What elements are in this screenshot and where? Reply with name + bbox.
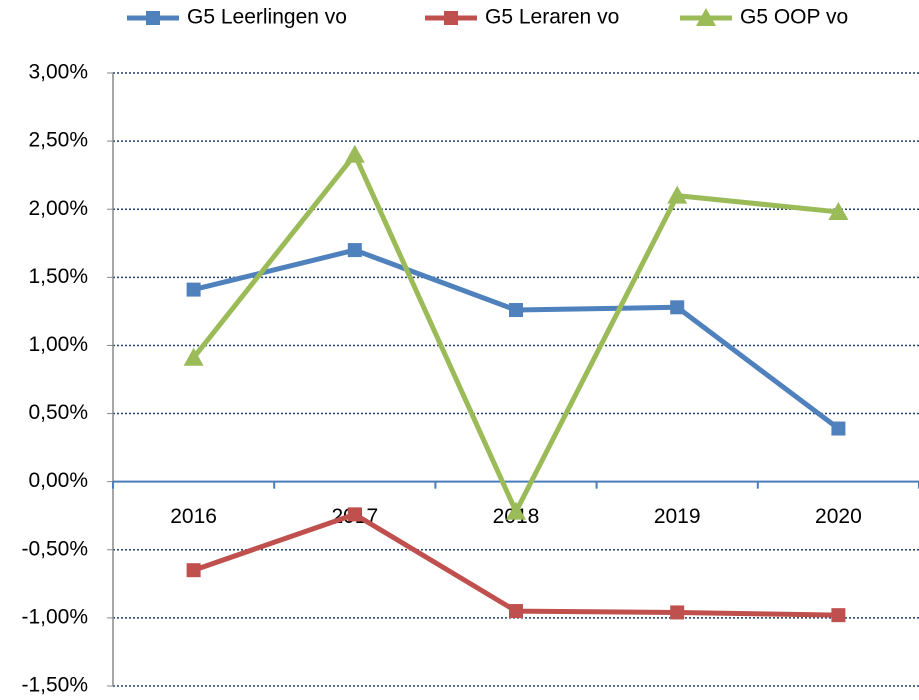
y-tick-label: 1,00% bbox=[28, 333, 88, 356]
legend-marker bbox=[444, 11, 458, 25]
point-marker bbox=[670, 605, 685, 620]
point-marker bbox=[831, 421, 846, 436]
y-tick-label: 1,50% bbox=[28, 265, 88, 288]
y-tick-label: 3,00% bbox=[28, 61, 88, 84]
point-marker bbox=[509, 303, 523, 318]
legend-marker bbox=[696, 8, 716, 26]
point-marker bbox=[667, 185, 688, 204]
point-marker bbox=[183, 347, 204, 366]
point-marker bbox=[670, 300, 685, 315]
legend-label: G5 OOP vo bbox=[740, 6, 848, 29]
legend-marker bbox=[146, 11, 160, 25]
point-marker bbox=[186, 282, 201, 297]
legend-label: G5 Leraren vo bbox=[485, 6, 619, 29]
point-marker bbox=[347, 243, 362, 258]
point-marker bbox=[186, 563, 201, 578]
point-marker bbox=[506, 501, 526, 520]
x-tick-label: 2016 bbox=[170, 505, 217, 528]
x-tick-label: 2020 bbox=[815, 505, 862, 528]
y-tick-label: 0,00% bbox=[28, 469, 88, 492]
point-marker bbox=[831, 608, 846, 623]
point-marker bbox=[828, 201, 849, 220]
y-tick-label: 2,50% bbox=[28, 129, 88, 152]
point-marker bbox=[509, 604, 523, 619]
point-marker bbox=[344, 144, 365, 163]
x-tick-label: 2019 bbox=[654, 505, 701, 528]
series-line bbox=[191, 152, 839, 515]
legend-label: G5 Leerlingen vo bbox=[187, 6, 347, 29]
y-tick-label: 2,00% bbox=[28, 197, 88, 220]
series-line bbox=[192, 511, 839, 618]
point-marker bbox=[347, 507, 362, 522]
y-tick-label: -1,50% bbox=[21, 674, 88, 697]
y-tick-label: -0,50% bbox=[21, 537, 88, 560]
y-tick-label: -1,00% bbox=[21, 605, 88, 628]
y-tick-label: 0,50% bbox=[28, 401, 88, 424]
